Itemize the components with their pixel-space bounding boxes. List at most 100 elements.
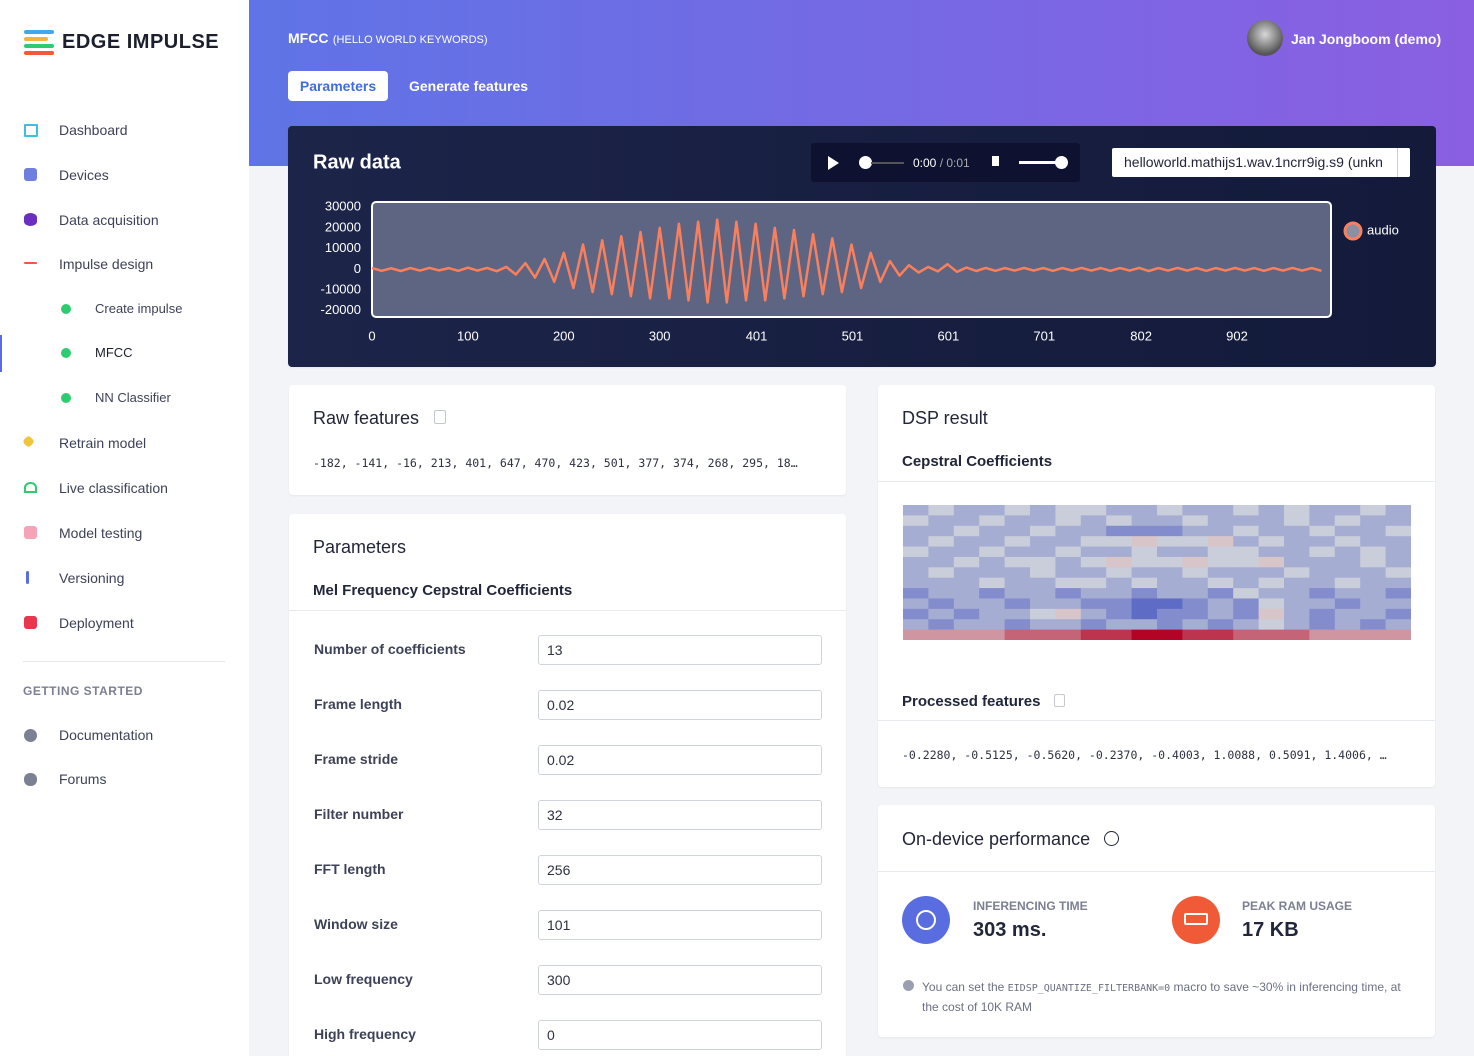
tab-active[interactable]: Parameters (288, 71, 388, 101)
nav-item[interactable]: Documentation (59, 727, 154, 743)
heatmap-cell (1233, 567, 1260, 579)
heatmap-cell (979, 505, 1006, 516)
divider (878, 871, 1435, 872)
heatmap-cell (1030, 556, 1056, 568)
heatmap-cell (928, 588, 955, 599)
heatmap-title: Cepstral Coefficients (902, 453, 1053, 470)
heatmap-cell (928, 598, 955, 610)
status-dot (61, 348, 71, 358)
heatmap-cell (1233, 515, 1260, 527)
nav-item[interactable]: Dashboard (59, 122, 128, 138)
nav-sub-item[interactable]: NN Classifier (95, 390, 171, 405)
heatmap-cell (1157, 525, 1183, 537)
field-input[interactable]: 0.02 (538, 690, 822, 720)
avatar[interactable] (1247, 20, 1283, 56)
field-label: Low frequency (314, 971, 413, 987)
icon (26, 571, 29, 584)
icon (22, 435, 35, 448)
heatmap-cell (1004, 567, 1031, 579)
title: MFCC (288, 30, 329, 46)
heatmap-cell (1030, 598, 1056, 610)
y-tick-label: -10000 (321, 282, 361, 297)
nav-item[interactable]: Deployment (59, 615, 134, 631)
seek-thumb[interactable] (859, 156, 872, 169)
volume-thumb[interactable] (1055, 156, 1068, 169)
heatmap-cell (1233, 619, 1260, 631)
heatmap-cell (1055, 577, 1082, 589)
tab[interactable]: Generate features (409, 78, 529, 94)
heatmap-cell (1360, 567, 1387, 579)
heatmap-cell (1284, 598, 1310, 610)
select-arrow[interactable] (1397, 148, 1410, 177)
user-name[interactable]: Jan Jongboom (demo) (1291, 31, 1442, 47)
y-tick-label: 30000 (325, 199, 361, 214)
nav-item[interactable]: Live classification (59, 480, 168, 496)
heatmap-cell (1284, 629, 1310, 640)
heatmap-cell (1385, 525, 1411, 537)
help-icon[interactable] (1104, 831, 1119, 846)
field-input[interactable]: 0 (538, 1020, 822, 1050)
nav-sub-item[interactable]: Create impulse (95, 301, 183, 316)
heatmap-cell (1030, 577, 1056, 589)
heatmap-cell (1080, 515, 1107, 527)
nav-sub-item[interactable]: MFCC (95, 345, 133, 360)
heatmap-cell (1233, 588, 1260, 599)
heatmap-cell (1182, 515, 1209, 527)
heatmap-cell (1309, 577, 1336, 589)
heatmap-cell (1309, 556, 1336, 568)
heatmap-cell (1207, 525, 1234, 537)
heatmap-cell (953, 515, 980, 527)
nav-item[interactable]: Data acquisition (59, 212, 159, 228)
heatmap-cell (1385, 588, 1411, 599)
nav-item[interactable]: Devices (59, 167, 109, 183)
field-label: Number of coefficients (314, 641, 466, 657)
card-title: On-device performance (902, 829, 1091, 849)
heatmap-cell (1334, 629, 1361, 640)
heatmap-cell (1157, 546, 1183, 558)
nav-item[interactable]: Model testing (59, 525, 143, 541)
heatmap-cell (1004, 536, 1031, 548)
volume-icon[interactable] (992, 156, 999, 166)
heatmap-cell (1334, 525, 1361, 537)
copy-icon[interactable] (1054, 694, 1065, 707)
heatmap-cell (1106, 588, 1133, 599)
heatmap-cell (928, 629, 955, 640)
heatmap-cell (1258, 619, 1285, 631)
nav-item[interactable]: Impulse design (59, 256, 154, 272)
play-button[interactable] (828, 156, 839, 170)
divider (289, 610, 846, 611)
heatmap-cell (979, 629, 1006, 640)
heatmap-cell (1030, 525, 1056, 537)
metric-label: INFERENCING TIME (973, 899, 1088, 913)
field-input[interactable]: 0.02 (538, 745, 822, 775)
field-input[interactable]: 256 (538, 855, 822, 885)
nav-item[interactable]: Retrain model (59, 435, 147, 451)
legend-label: audio (1367, 222, 1399, 237)
heatmap-cell (1055, 608, 1082, 620)
heatmap-cell (1284, 619, 1310, 631)
heatmap-cell (953, 525, 980, 537)
heatmap-cell (1182, 567, 1209, 579)
volume-track (1019, 161, 1061, 164)
divider (23, 661, 225, 662)
heatmap-cell (903, 567, 929, 579)
nav-item[interactable]: Versioning (59, 570, 125, 586)
heatmap-cell (1233, 556, 1260, 568)
copy-icon[interactable] (434, 410, 446, 424)
field-input[interactable]: 300 (538, 965, 822, 995)
heatmap-cell (979, 567, 1006, 579)
field-input[interactable]: 101 (538, 910, 822, 940)
field-input[interactable]: 13 (538, 635, 822, 665)
heatmap-cell (1131, 515, 1158, 527)
heatmap-cell (1258, 577, 1285, 589)
metric-value: 303 ms. (973, 919, 1047, 941)
x-tick-label: 200 (553, 328, 575, 343)
sample-select[interactable]: helloworld.mathijs1.wav.1ncrr9ig.s9 (unk… (1112, 148, 1410, 177)
icon (24, 124, 38, 137)
field-input[interactable]: 32 (538, 800, 822, 830)
heatmap-cell (928, 556, 955, 568)
heatmap-cell (979, 515, 1006, 527)
heatmap-cell (953, 567, 980, 579)
nav-item[interactable]: Forums (59, 771, 107, 787)
heatmap-cell (1233, 536, 1260, 548)
